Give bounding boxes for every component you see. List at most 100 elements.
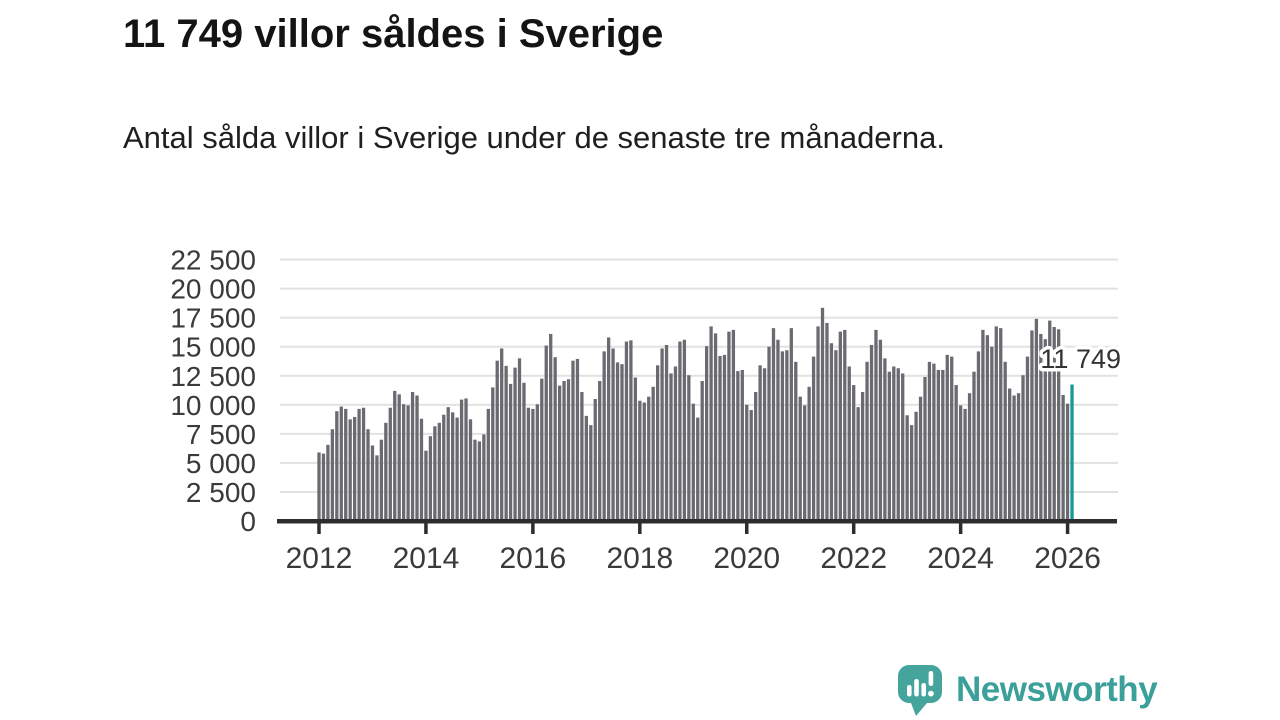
bar <box>397 394 401 521</box>
bar <box>878 339 883 521</box>
bars <box>317 307 1074 521</box>
x-tick-label: 2016 <box>500 542 567 575</box>
bar <box>1043 339 1047 521</box>
bar <box>473 439 477 521</box>
bar <box>963 408 967 521</box>
bar <box>633 377 638 521</box>
bar <box>326 444 330 521</box>
bar <box>446 407 450 521</box>
bar <box>1025 356 1030 521</box>
bar <box>945 354 949 521</box>
bar <box>789 328 793 521</box>
bar <box>669 373 673 521</box>
bar <box>419 418 424 521</box>
x-tick-label: 2024 <box>927 542 994 575</box>
y-tick-label: 5 000 <box>186 448 256 479</box>
bar <box>829 343 834 521</box>
bar <box>923 376 927 521</box>
bar <box>745 404 749 521</box>
bar <box>606 337 611 521</box>
bar <box>526 407 531 521</box>
highlighted-bar <box>1070 384 1074 521</box>
bar <box>985 335 990 521</box>
bar <box>776 339 780 521</box>
bar <box>477 441 482 521</box>
bar <box>344 408 348 521</box>
bar <box>562 381 566 521</box>
bar <box>1052 326 1056 521</box>
bar <box>540 378 544 521</box>
bar <box>950 356 954 521</box>
bar <box>655 365 660 521</box>
bar <box>754 392 758 521</box>
bar <box>321 453 326 521</box>
bar <box>598 381 602 521</box>
newsworthy-speech-bubble-chart-icon <box>898 665 942 716</box>
bar <box>976 351 981 521</box>
bar <box>838 331 842 521</box>
bar <box>651 386 655 521</box>
bar <box>379 439 384 521</box>
y-tick-label: 12 500 <box>170 361 256 392</box>
value-annotation: 11 749 <box>1040 344 1121 374</box>
bar <box>584 415 588 521</box>
bar <box>860 392 865 521</box>
bar <box>535 404 539 521</box>
bar <box>807 386 811 521</box>
logo-mini-bars <box>907 671 934 697</box>
bar <box>402 404 406 521</box>
bar <box>1048 320 1052 521</box>
bar <box>571 360 575 521</box>
bar <box>958 405 963 521</box>
y-tick-label: 15 000 <box>170 332 256 363</box>
bar <box>1034 318 1039 521</box>
bar <box>508 383 513 521</box>
bar <box>437 422 441 521</box>
bar <box>780 351 785 521</box>
bar <box>696 417 700 521</box>
bar <box>410 392 415 521</box>
bar <box>785 350 789 521</box>
y-tick-label: 20 000 <box>170 274 256 305</box>
y-tick-label: 0 <box>240 506 256 537</box>
bar <box>883 358 887 521</box>
bar <box>589 425 593 521</box>
bar <box>722 354 727 521</box>
bar <box>406 405 410 521</box>
bar <box>847 366 851 521</box>
bar <box>1030 330 1034 521</box>
newsworthy-logo: Newsworthy <box>897 664 1158 716</box>
bar <box>629 340 633 521</box>
bar <box>615 362 620 521</box>
bar <box>451 412 455 521</box>
bar <box>375 455 379 521</box>
bar <box>482 434 486 521</box>
x-tick-label: 2014 <box>393 542 460 575</box>
bar <box>624 341 629 521</box>
bar <box>673 366 678 521</box>
bar <box>517 358 522 521</box>
bar <box>803 405 807 521</box>
bar <box>384 422 388 521</box>
bar <box>353 417 357 521</box>
x-tick <box>958 523 963 534</box>
bar <box>682 339 687 521</box>
bar <box>932 363 936 521</box>
bar <box>638 400 642 521</box>
bar <box>415 395 419 521</box>
bar <box>954 385 958 521</box>
bar <box>361 407 366 521</box>
bar <box>999 328 1003 521</box>
bar <box>1061 394 1065 521</box>
bar <box>549 333 553 521</box>
bar <box>513 367 517 521</box>
bar <box>433 426 437 521</box>
bar <box>531 408 535 521</box>
bar <box>843 329 847 521</box>
bar <box>994 326 998 521</box>
bar <box>691 403 695 521</box>
bar <box>442 414 446 521</box>
bar <box>918 396 923 521</box>
bar <box>874 329 878 521</box>
